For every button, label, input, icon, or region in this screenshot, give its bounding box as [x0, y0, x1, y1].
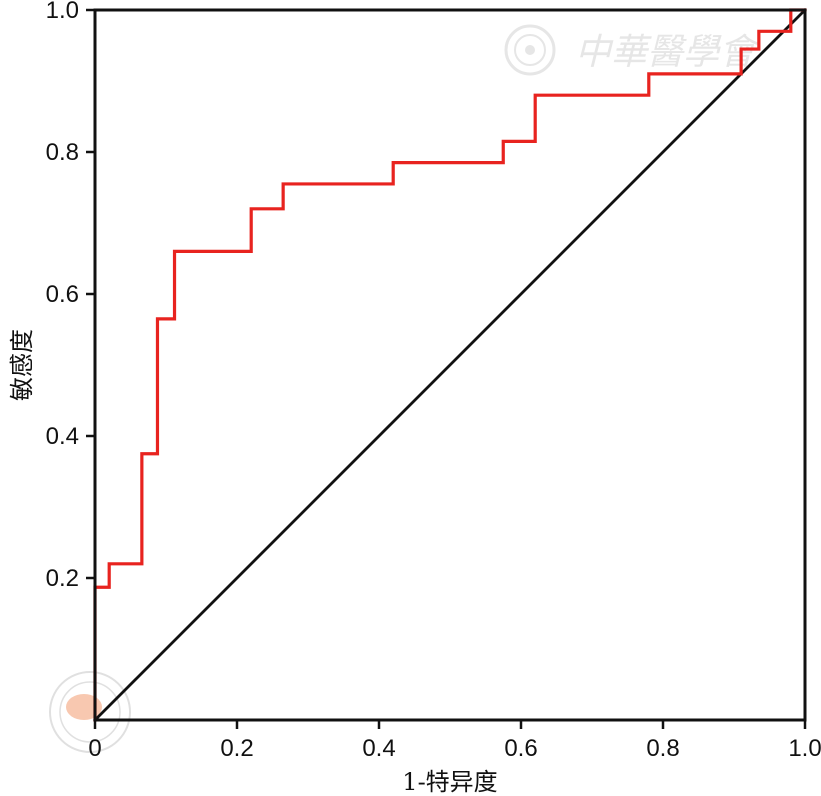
- x-tick-label: 0: [88, 735, 101, 762]
- y-tick-label: 0.6: [46, 281, 79, 308]
- watermark-seal-top: [504, 24, 556, 76]
- y-axis-title: 敏感度: [8, 329, 36, 401]
- watermark-seal-bottom: [49, 671, 131, 753]
- x-tick-label: 0.2: [220, 735, 253, 762]
- plot-frame: [93, 8, 807, 722]
- watermark: 中華醫學會: [49, 24, 760, 753]
- x-tick-label: 0.4: [362, 735, 395, 762]
- y-tick-label: 0.8: [46, 139, 79, 166]
- x-tick-label: 0.6: [504, 735, 537, 762]
- roc-curve-line: [93, 8, 807, 722]
- reference-diagonal-line: [93, 8, 807, 722]
- axes: 0 0.2 0.4 0.6 0.8 1.0 0.2 0.4 0.6 0.8 1.0 1-特异度 敏感度: [8, 0, 821, 796]
- y-tick-label: 1.0: [46, 0, 79, 24]
- y-tick-label: 0.4: [46, 423, 79, 450]
- x-tick-label: 0.8: [646, 735, 679, 762]
- watermark-text: 中華醫學會: [575, 32, 760, 73]
- x-tick-label: 1.0: [788, 735, 821, 762]
- plot-area: [93, 8, 807, 722]
- y-tick-label: 0.2: [46, 565, 79, 592]
- x-axis-title: 1-特异度: [402, 768, 497, 796]
